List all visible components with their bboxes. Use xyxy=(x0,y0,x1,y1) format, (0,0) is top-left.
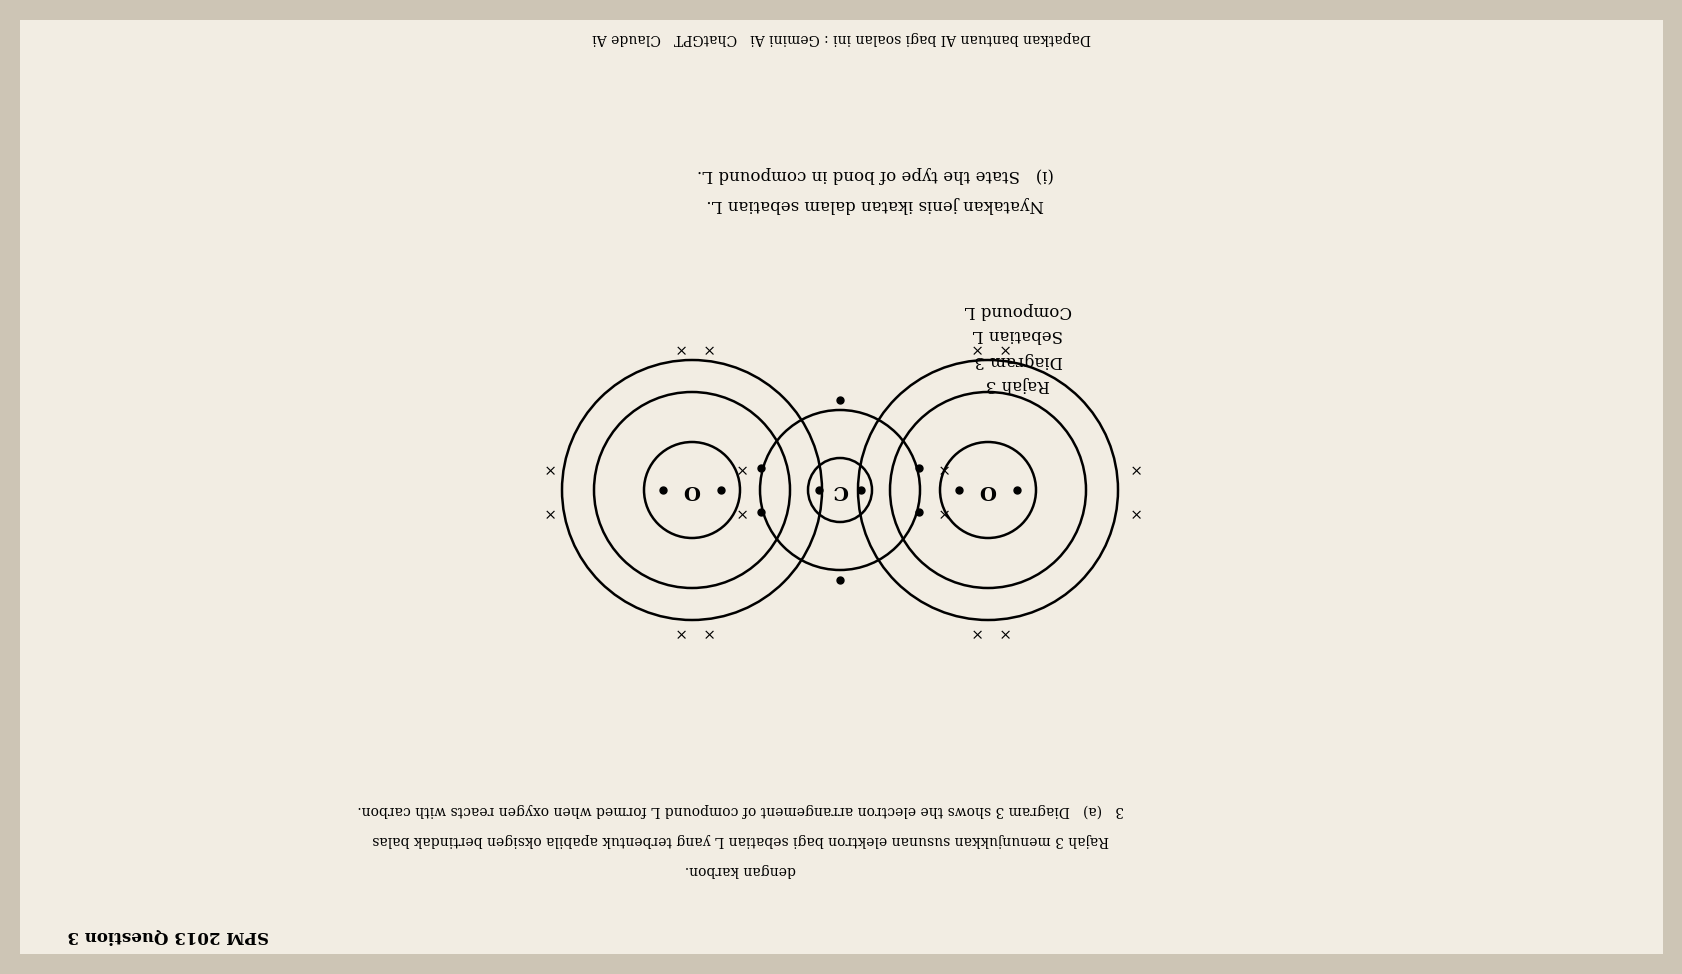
Text: ×: × xyxy=(700,341,711,355)
Text: ×: × xyxy=(1125,505,1139,519)
Text: ×: × xyxy=(732,505,745,519)
Text: Rajah 3 menunjukkan susunan elektron bagi sebatian L yang terbentuk apabila oksi: Rajah 3 menunjukkan susunan elektron bag… xyxy=(372,833,1108,847)
Text: ×: × xyxy=(934,461,947,475)
Text: 3   (a)   Diagram 3 shows the electron arrangement of compound L formed when oxy: 3 (a) Diagram 3 shows the electron arran… xyxy=(357,803,1124,817)
Text: ×: × xyxy=(732,461,745,475)
Text: ×: × xyxy=(934,505,947,519)
Text: (i)   State the type of bond in compound L.: (i) State the type of bond in compound L… xyxy=(696,167,1053,183)
Text: ×: × xyxy=(1125,461,1139,475)
Text: Compound L: Compound L xyxy=(964,302,1071,318)
Text: Sebatian L: Sebatian L xyxy=(972,326,1063,344)
Text: ×: × xyxy=(540,461,553,475)
Text: ×: × xyxy=(967,625,981,639)
Text: ×: × xyxy=(996,625,1008,639)
Text: C: C xyxy=(831,481,848,499)
Text: ×: × xyxy=(967,341,981,355)
Text: Nyatakan jenis ikatan dalam sebatian L.: Nyatakan jenis ikatan dalam sebatian L. xyxy=(706,197,1043,213)
Text: O: O xyxy=(683,481,700,499)
Text: Diagram 3: Diagram 3 xyxy=(974,352,1061,368)
Text: ×: × xyxy=(996,341,1008,355)
Text: dengan karbon.: dengan karbon. xyxy=(685,863,796,877)
Text: O: O xyxy=(979,481,996,499)
Text: ×: × xyxy=(700,625,711,639)
Text: Dapatkan bantuan AI bagi soalan ini : Gemini Ai   ChatGPT   Claude Ai: Dapatkan bantuan AI bagi soalan ini : Ge… xyxy=(592,31,1090,45)
Text: ×: × xyxy=(540,505,553,519)
Text: ×: × xyxy=(671,625,685,639)
Text: Rajah 3: Rajah 3 xyxy=(986,377,1050,393)
Text: ×: × xyxy=(671,341,685,355)
Text: SPM 2013 Question 3: SPM 2013 Question 3 xyxy=(67,926,269,944)
